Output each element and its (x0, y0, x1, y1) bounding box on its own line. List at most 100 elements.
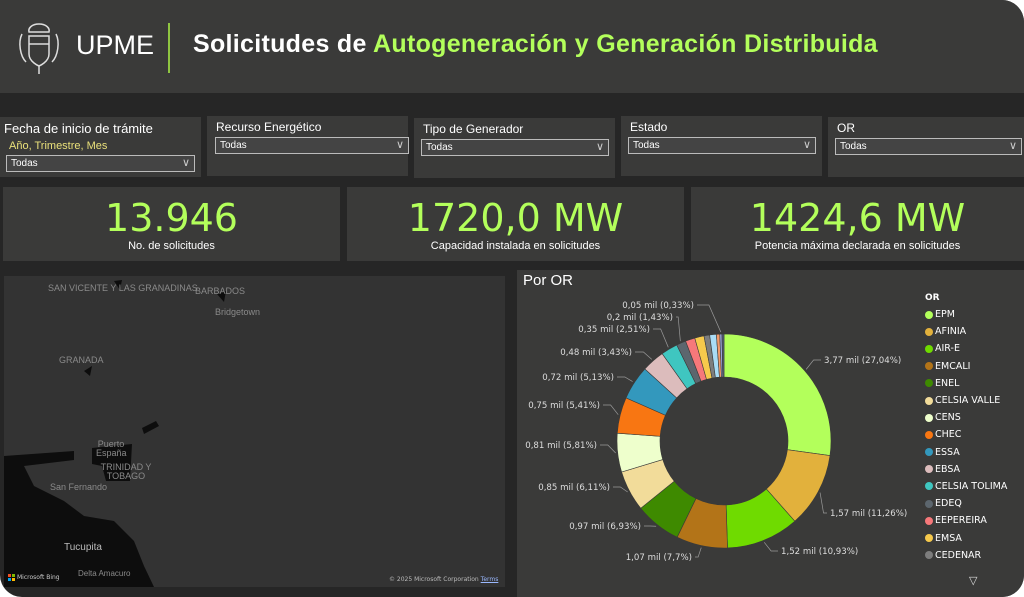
leader-line (635, 351, 653, 360)
legend-dot-icon (925, 327, 933, 336)
estado-dropdown[interactable]: Todas ∨ (628, 137, 816, 154)
chevron-down-icon: ∨ (395, 139, 404, 151)
legend-item[interactable]: EDEQ (925, 495, 1007, 512)
dropdown-value: Todas (840, 141, 867, 152)
legend-item[interactable]: ESSA (925, 444, 1007, 461)
legend-item[interactable]: CELSIA VALLE (925, 392, 1007, 409)
filter-sublabel: Año, Trimestre, Mes (9, 140, 108, 152)
legend-label: CENS (935, 412, 961, 424)
leader-line (697, 304, 722, 333)
legend-label: EMSA (935, 532, 962, 544)
legend-label: CEDENAR (935, 549, 982, 561)
or-dropdown[interactable]: Todas ∨ (835, 138, 1022, 155)
legend-item[interactable]: CEDENAR (925, 547, 1007, 564)
legend-item[interactable]: EMSA (925, 529, 1007, 546)
filter-label: Recurso Energético (216, 120, 322, 134)
fecha-dropdown[interactable]: Todas ∨ (6, 155, 195, 172)
chart-legend: OR EPM AFINIA AIR-E EMCALI ENEL CELSIA VALLE C… (925, 293, 1007, 564)
leader-line (603, 404, 619, 415)
filter-or: OR Todas ∨ (828, 117, 1024, 177)
kpi-caption: No. de solicitudes (128, 240, 215, 252)
dropdown-value: Todas (220, 140, 247, 151)
data-label: 1,57 mil (11,26%) (830, 509, 907, 519)
legend-item[interactable]: CELSIA TOLIMA (925, 478, 1007, 495)
data-label: 0,72 mil (5,13%) (542, 373, 614, 383)
title-highlight: Autogeneración y Generación Distribuida (373, 30, 878, 58)
map-label: Tucupita (64, 542, 102, 553)
legend-scroll-down-icon[interactable]: ▽ (969, 574, 978, 587)
data-label: 0,2 mil (1,43%) (607, 313, 673, 323)
legend-item[interactable]: EMCALI (925, 358, 1007, 375)
copyright-text: © 2025 Microsoft Corporation (389, 576, 479, 583)
legend-dot-icon (925, 379, 933, 388)
map-label: Puerto España (96, 439, 127, 458)
legend-item[interactable]: CENS (925, 409, 1007, 426)
map-copyright: © 2025 Microsoft Corporation Terms (389, 576, 498, 583)
map-label: SAN VICENTE Y LAS GRANADINAS (48, 283, 198, 293)
kpi-potencia: 1424,6 MW Potencia máxima declarada en s… (691, 187, 1024, 261)
chevron-down-icon: ∨ (1008, 140, 1017, 152)
brand-name: UPME (76, 30, 155, 60)
legend-label: CELSIA TOLIMA (935, 480, 1008, 492)
legend-item[interactable]: EBSA (925, 461, 1007, 478)
legend-item[interactable]: AFINIA (925, 323, 1007, 340)
data-label: 0,97 mil (6,93%) (569, 522, 641, 532)
donut-slice-other[interactable] (721, 333, 725, 378)
legend-dot-icon (925, 551, 933, 560)
filter-label: Estado (630, 120, 668, 134)
legend-dot-icon (925, 362, 933, 371)
legend-item[interactable]: ENEL (925, 375, 1007, 392)
leader-line (805, 359, 821, 370)
leader-line (763, 542, 778, 552)
legend-dot-icon (925, 465, 933, 474)
legend-title: OR (925, 293, 940, 303)
legend-label: AFINIA (935, 326, 967, 338)
header: UPME Solicitudes de Autogeneración y Gen… (0, 0, 1024, 93)
filter-label: Fecha de inicio de trámite (4, 121, 153, 136)
legend-label: ESSA (935, 446, 960, 458)
filter-fecha: Fecha de inicio de trámite Año, Trimestr… (0, 117, 201, 177)
map-visual[interactable]: SAN VICENTE Y LAS GRANADINAS BARBADOS Br… (4, 276, 505, 587)
legend-dot-icon (925, 499, 933, 508)
filter-label: Tipo de Generador (423, 122, 524, 136)
legend-dot-icon (925, 448, 933, 457)
chevron-down-icon: ∨ (802, 139, 811, 151)
data-label: 0,85 mil (6,11%) (538, 483, 610, 493)
recurso-dropdown[interactable]: Todas ∨ (215, 137, 409, 154)
donut-slice-epm[interactable] (723, 333, 832, 456)
kpi-caption: Potencia máxima declarada en solicitudes (754, 240, 961, 252)
chevron-down-icon: ∨ (181, 157, 190, 169)
legend-label: ENEL (935, 377, 960, 389)
leader-line (600, 444, 616, 454)
legend-item[interactable]: CHEC (925, 426, 1007, 443)
dropdown-value: Todas (11, 158, 38, 169)
legend-dot-icon (925, 344, 933, 353)
chevron-down-icon: ∨ (595, 141, 604, 153)
legend-item[interactable]: AIR-E (925, 340, 1007, 357)
map-label: San Fernando (50, 482, 108, 492)
legend-item[interactable]: EPM (925, 306, 1007, 323)
filter-tipo-generador: Tipo de Generador Todas ∨ (414, 118, 615, 178)
data-label: 0,75 mil (5,41%) (528, 401, 600, 411)
terms-link[interactable]: Terms (480, 576, 499, 583)
data-label: 0,48 mil (3,43%) (560, 348, 632, 358)
map-land (4, 280, 226, 587)
legend-item[interactable]: EEPEREIRA (925, 512, 1007, 529)
kpi-solicitudes: 13.946 No. de solicitudes (3, 187, 340, 261)
tipo-generador-dropdown[interactable]: Todas ∨ (421, 139, 609, 156)
bing-attribution: Microsoft Bing (8, 574, 60, 581)
map-label: Delta Amacuro (78, 569, 131, 578)
legend-label: EBSA (935, 463, 961, 475)
data-label: 0,81 mil (5,81%) (525, 441, 597, 451)
data-label: 1,52 mil (10,93%) (781, 547, 858, 557)
legend-dot-icon (925, 430, 933, 439)
legend-label: EMCALI (935, 360, 971, 372)
donut-chart: 3,77 mil (27,04%) 1,57 mil (11,26%) 1,52 m… (525, 301, 907, 563)
filter-label: OR (837, 121, 855, 135)
filter-recurso: Recurso Energético Todas ∨ (207, 116, 409, 176)
kpi-caption: Capacidad instalada en solicitudes (430, 240, 601, 252)
kpi-capacidad: 1720,0 MW Capacidad instalada en solicit… (347, 187, 684, 261)
leader-line (617, 376, 633, 382)
legend-label: EDEQ (935, 498, 962, 510)
